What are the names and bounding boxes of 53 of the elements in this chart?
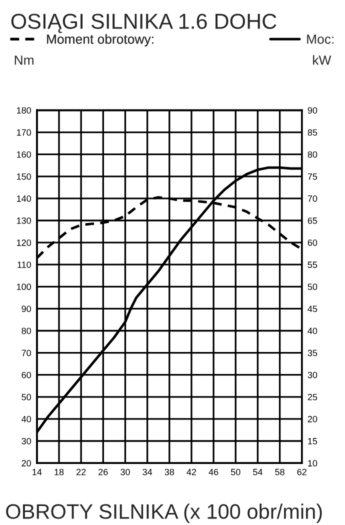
y-tick-label: 80 — [22, 328, 32, 334]
y-tick-label: 140 — [16, 195, 32, 202]
y-tick-label: 130 — [16, 217, 32, 224]
y2-tick-label: 60 — [308, 240, 318, 246]
y2-tick-label: 70 — [308, 195, 318, 202]
y2-tick-label: 15 — [308, 438, 318, 444]
y-tick-label: 120 — [16, 240, 32, 246]
y-tick-label: 60 — [22, 372, 32, 378]
y-tick-label: 90 — [22, 306, 32, 312]
y2-tick-label: 45 — [308, 306, 318, 312]
y-axis-title: Nm — [14, 56, 34, 65]
y2-axis-title: kW — [313, 55, 332, 65]
x-tick-label: 22 — [76, 468, 86, 476]
legend-label: Moment obrotowy: — [47, 34, 154, 46]
x-tick-label: 38 — [164, 468, 174, 476]
y2-tick-label: 10 — [308, 460, 318, 466]
x-tick-label: 14 — [32, 468, 42, 476]
y-tick-label: 170 — [16, 129, 32, 136]
x-tick-label: 58 — [275, 468, 284, 476]
y2-tick-label: 50 — [308, 284, 318, 290]
x-tick-label: 42 — [186, 468, 196, 476]
y2-tick-label: 65 — [308, 217, 318, 224]
y2-tick-label: 55 — [308, 262, 318, 268]
y2-tick-label: 90 — [308, 107, 318, 114]
y2-tick-label: 20 — [308, 416, 318, 422]
y2-tick-label: 80 — [308, 151, 318, 158]
y-tick-label: 110 — [18, 262, 32, 268]
x-tick-label: 18 — [54, 468, 64, 476]
y2-tick-label: 85 — [308, 129, 318, 136]
x-tick-label: 46 — [208, 468, 218, 476]
y-tick-label: 20 — [22, 460, 32, 466]
x-tick-label: 34 — [142, 468, 152, 476]
y2-tick-label: 75 — [308, 173, 318, 180]
legend-label: Moc: — [307, 34, 334, 44]
x-tick-label: 26 — [98, 468, 108, 476]
y2-tick-label: 40 — [308, 328, 318, 334]
x-tick-label: 50 — [230, 468, 240, 476]
y-tick-label: 30 — [22, 438, 32, 444]
y-tick-label: 180 — [16, 107, 32, 114]
y2-tick-label: 25 — [308, 394, 318, 400]
y-tick-label: 150 — [16, 173, 32, 180]
y-tick-label: 50 — [22, 394, 32, 400]
chart-title: OSIĄGI SILNIKA 1.6 DOHC — [11, 14, 276, 33]
y-tick-label: 100 — [16, 284, 32, 290]
y-tick-label: 40 — [22, 416, 32, 422]
x-axis-title: OBROTY SILNIKA (x 100 obr/min) — [6, 504, 322, 524]
y2-tick-label: 30 — [308, 372, 318, 378]
y-tick-label: 70 — [22, 350, 32, 356]
y2-tick-label: 35 — [308, 350, 318, 356]
x-tick-label: 62 — [297, 468, 306, 476]
x-tick-label: 54 — [253, 468, 262, 476]
y-tick-label: 160 — [16, 151, 32, 158]
x-tick-label: 30 — [120, 468, 130, 476]
